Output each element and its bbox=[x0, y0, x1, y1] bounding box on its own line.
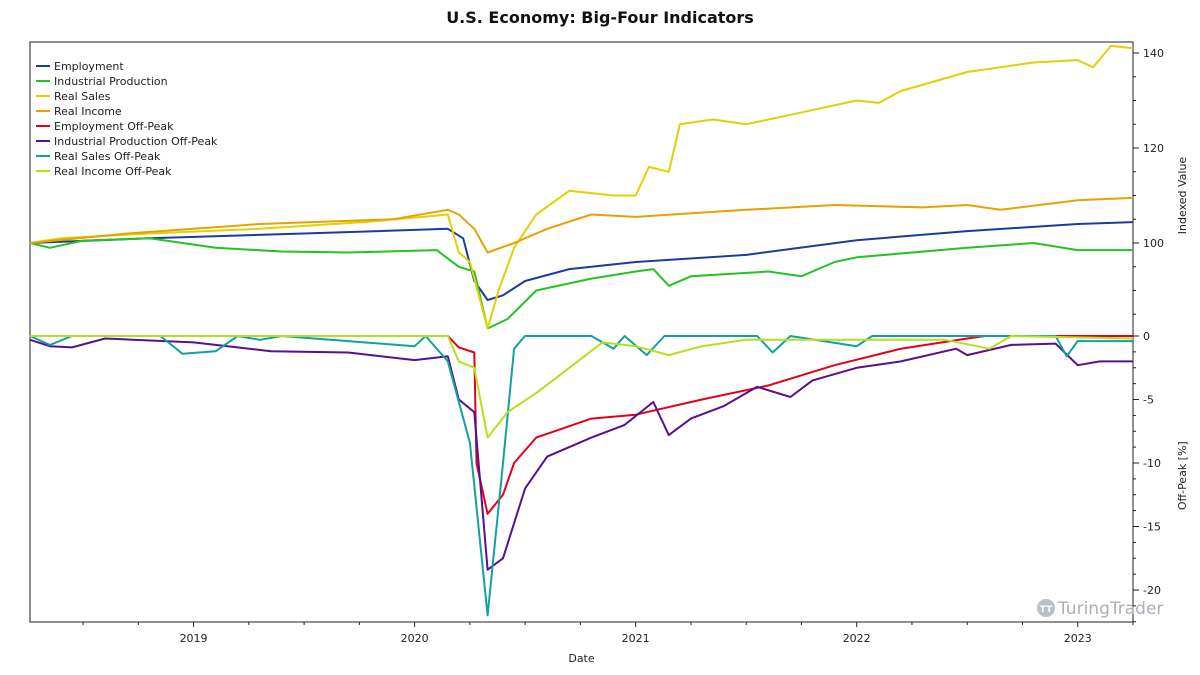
x-axis-label: Date bbox=[568, 652, 595, 665]
x-tick-label: 2023 bbox=[1064, 632, 1092, 645]
legend-entry: Industrial Production bbox=[54, 75, 168, 88]
y-lower-tick-label: -20 bbox=[1143, 584, 1161, 597]
series-line-real-sales bbox=[29, 44, 1134, 330]
y-upper-tick-label: 120 bbox=[1143, 142, 1164, 155]
y-lower-tick-label: -5 bbox=[1143, 394, 1154, 407]
turingtrader-logo-icon bbox=[1037, 599, 1055, 617]
x-tick-label: 2022 bbox=[843, 632, 871, 645]
y-lower-tick-label: -10 bbox=[1143, 457, 1161, 470]
legend-entry: Real Income Off-Peak bbox=[54, 165, 172, 178]
legend-entry: Real Sales bbox=[54, 90, 111, 103]
series-line-industrial-production-off-peak bbox=[29, 337, 1133, 571]
series-line-employment-off-peak bbox=[30, 335, 1133, 515]
legend-entry: Real Income bbox=[54, 105, 122, 118]
x-tick-label: 2021 bbox=[622, 632, 650, 645]
legend-entry: Real Sales Off-Peak bbox=[54, 150, 161, 163]
legend-entry: Industrial Production Off-Peak bbox=[54, 135, 218, 148]
y-lower-tick-label: 0 bbox=[1143, 330, 1150, 343]
x-tick-label: 2020 bbox=[401, 632, 429, 645]
y-upper-tick-label: 100 bbox=[1143, 237, 1164, 250]
series-line-industrial-production bbox=[29, 237, 1133, 330]
plot-frame bbox=[29, 41, 1134, 623]
turingtrader-logo-mark: TT bbox=[1040, 605, 1053, 615]
series-line-real-sales-off-peak bbox=[29, 335, 1133, 617]
legend-entry: Employment Off-Peak bbox=[54, 120, 174, 133]
y-upper-tick-label: 140 bbox=[1143, 47, 1164, 60]
legend-entry: Employment bbox=[54, 60, 124, 73]
y-lower-axis-label: Off-Peak [%] bbox=[1176, 441, 1189, 510]
series-line-employment bbox=[29, 221, 1134, 301]
y-upper-axis-label: Indexed Value bbox=[1176, 157, 1189, 235]
chart-title: U.S. Economy: Big-Four Indicators bbox=[446, 8, 754, 27]
watermark: TuringTrader bbox=[1057, 599, 1163, 619]
series-line-real-income-off-peak bbox=[30, 335, 1134, 439]
series-line-real-income bbox=[29, 196, 1134, 254]
x-tick-label: 2019 bbox=[180, 632, 208, 645]
y-lower-tick-label: -15 bbox=[1143, 521, 1161, 534]
